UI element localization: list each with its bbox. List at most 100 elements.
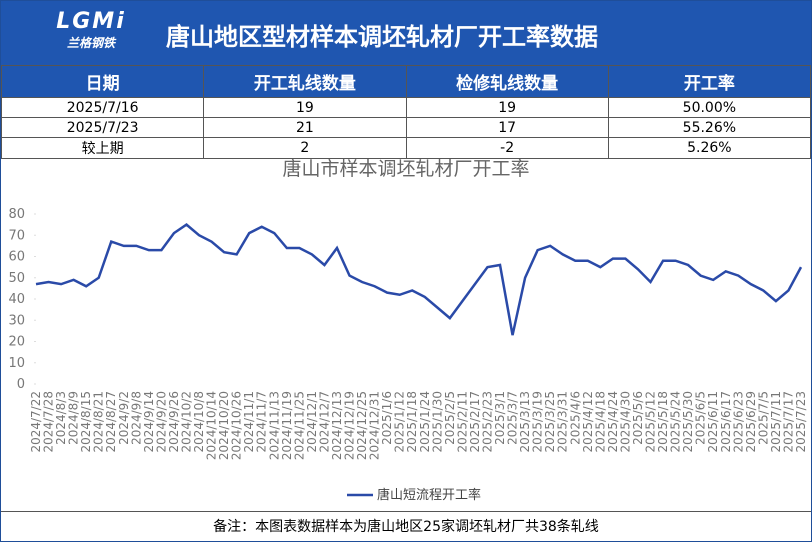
cell: 2025/7/23 <box>1 117 205 138</box>
x-tick-label: 2025/6/23 <box>731 391 745 453</box>
x-tick-label: 2025/4/30 <box>618 391 632 453</box>
x-tick-label: 2025/6/29 <box>744 391 758 453</box>
cell: 5.26% <box>607 137 811 159</box>
x-tick-label: 2024/10/8 <box>192 391 206 453</box>
x-tick-label: 2024/11/1 <box>242 391 256 453</box>
y-tick-label: 80 <box>8 207 25 222</box>
x-tick-label: 2024/11/19 <box>280 391 294 460</box>
x-tick-label: 2025/3/13 <box>518 391 532 453</box>
cell: 50.00% <box>607 97 811 118</box>
row: 较上期 2 -2 5.26% <box>1 137 811 159</box>
x-tick-label: 2025/5/12 <box>644 391 658 453</box>
x-tick-label: 2025/5/18 <box>656 391 670 453</box>
y-tick-label: 40 <box>8 292 25 307</box>
x-tick-label: 2024/9/8 <box>129 391 143 445</box>
cell: 17 <box>405 117 609 138</box>
y-tick-label: 70 <box>8 228 25 243</box>
x-tick-label: 2025/4/24 <box>606 391 620 453</box>
x-tick-label: 2024/11/7 <box>255 391 269 453</box>
x-tick-label: 2024/12/13 <box>330 391 344 460</box>
x-tick-label: 2025/5/6 <box>631 391 645 445</box>
column-header: 开工率 <box>607 65 811 98</box>
x-tick-label: 2025/6/11 <box>706 391 720 453</box>
x-tick-label: 2025/7/17 <box>781 391 795 453</box>
cell: 较上期 <box>1 137 205 159</box>
x-tick-label: 2025/3/1 <box>493 391 507 445</box>
header-row: 日期 开工轧线数量 检修轧线数量 开工率 <box>1 65 811 98</box>
x-tick-label: 2024/10/20 <box>217 391 231 460</box>
y-tick-label: 30 <box>8 313 25 328</box>
y-tick-label: 20 <box>8 335 25 350</box>
x-tick-label: 2024/12/7 <box>317 391 331 453</box>
x-tick-label: 2025/4/18 <box>593 391 607 453</box>
x-tick-label: 2024/10/14 <box>205 391 219 460</box>
chart: 唐山市样本调坯轧材厂开工率 0 10 20 30 40 50 60 70 80 2024/7/22… <box>8 159 808 503</box>
column-header: 日期 <box>1 65 205 98</box>
x-tick-label: 2024/10/2 <box>179 391 193 453</box>
cell: 55.26% <box>607 117 811 138</box>
x-tick-label: 2025/2/11 <box>455 391 469 453</box>
x-tick-label: 2024/11/25 <box>292 391 306 460</box>
x-tick-label: 2025/1/18 <box>405 391 419 453</box>
cell: 2 <box>203 137 407 159</box>
row: 2025/7/23 21 17 55.26% <box>1 117 811 138</box>
legend-label: 唐山短流程开工率 <box>377 487 481 503</box>
logo: LGMi 兰格钢铁 <box>51 9 131 51</box>
x-tick-label: 2025/3/31 <box>556 391 570 453</box>
x-tick-label: 2025/2/5 <box>443 391 457 445</box>
x-tick-label: 2025/5/30 <box>681 391 695 453</box>
x-tick-label: 2024/8/27 <box>104 391 118 453</box>
cell: 19 <box>203 97 407 118</box>
x-tick-label: 2025/7/5 <box>756 391 770 445</box>
x-tick-label: 2024/9/26 <box>167 391 181 453</box>
x-tick-label: 2025/1/12 <box>393 391 407 453</box>
x-tick-label: 2024/8/9 <box>67 391 81 445</box>
x-tick-label: 2024/12/19 <box>343 391 357 460</box>
y-tick-label: 50 <box>8 271 25 286</box>
x-tick-label: 2024/8/15 <box>79 391 93 453</box>
column-header: 检修轧线数量 <box>405 65 609 98</box>
row: 2025/7/16 19 19 50.00% <box>1 97 811 118</box>
x-tick-label: 2024/10/26 <box>230 391 244 460</box>
x-tick-label: 2025/7/11 <box>769 391 783 453</box>
x-tick-label: 2025/3/7 <box>506 391 520 445</box>
y-tick-label: 60 <box>8 250 25 265</box>
x-tick-label: 2024/9/20 <box>154 391 168 453</box>
y-tick-label: 0 <box>17 377 25 392</box>
x-tick-label: 2025/2/17 <box>468 391 482 453</box>
x-tick-label: 2024/9/14 <box>142 391 156 453</box>
x-tick-label: 2024/12/25 <box>355 391 369 460</box>
x-tick-label: 2024/7/22 <box>29 391 43 453</box>
cell: 2025/7/16 <box>1 97 205 118</box>
x-tick-label: 2025/2/23 <box>480 391 494 453</box>
x-tick-label: 2024/8/21 <box>92 391 106 453</box>
x-tick-label: 2024/7/28 <box>42 391 56 453</box>
footnote: 备注：本图表数据样本为唐山地区25家调坯轧材厂共38条轧线 <box>1 511 811 541</box>
table: 日期 开工轧线数量 检修轧线数量 开工率 2025/7/16 19 19 50.00% 2025… <box>1 65 811 159</box>
x-tick-label: 2025/4/6 <box>568 391 582 445</box>
logo-subtitle: 兰格钢铁 <box>66 36 115 50</box>
x-tick-label: 2025/1/30 <box>430 391 444 453</box>
x-tick-label: 2024/9/2 <box>117 391 131 445</box>
line <box>35 223 803 336</box>
title: 唐山地区型材样本调坯轧材厂开工率数据 <box>166 23 598 51</box>
cell: 19 <box>405 97 609 118</box>
x-tick-label: 2024/11/13 <box>267 391 281 460</box>
cell: 21 <box>203 117 407 138</box>
x-tick-label: 2024/12/1 <box>305 391 319 453</box>
x-tick-label: 2025/6/5 <box>694 391 708 445</box>
x-tick-label: 2025/3/25 <box>543 391 557 453</box>
x-tick-label: 2024/12/31 <box>368 391 382 460</box>
x-tick-label: 2025/7/23 <box>794 391 808 453</box>
x-tick-label: 2024/8/3 <box>54 391 68 445</box>
x-tick-label: 2025/4/12 <box>581 391 595 453</box>
column-header: 开工轧线数量 <box>203 65 407 98</box>
chart-title: 唐山市样本调坯轧材厂开工率 <box>282 159 529 180</box>
x-tick-label: 2025/3/19 <box>531 391 545 453</box>
logo-text: LGMi <box>56 9 126 34</box>
x-tick-label: 2025/1/24 <box>418 391 432 453</box>
x-tick-label: 2025/1/6 <box>380 391 394 445</box>
x-tick-label: 2025/5/24 <box>669 391 683 453</box>
header: LGMi 兰格钢铁 唐山地区型材样本调坯轧材厂开工率数据 <box>1 1 811 65</box>
